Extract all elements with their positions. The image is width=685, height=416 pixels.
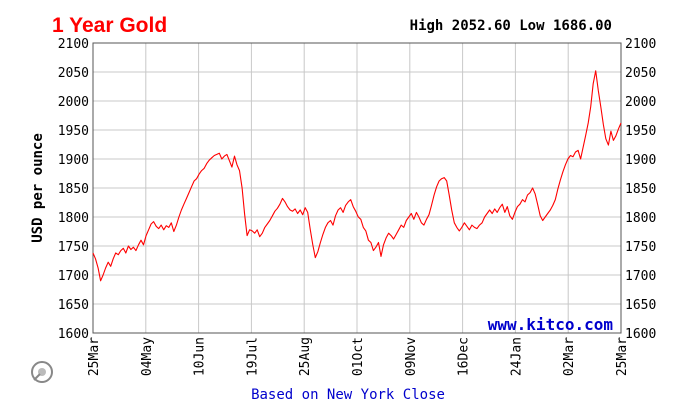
high-low-summary: High 2052.60 Low 1686.00 <box>410 18 612 34</box>
y-tick-label-left: 1950 <box>58 124 89 139</box>
x-tick-label: 25Aug <box>298 337 313 376</box>
y-tick-label-right: 1800 <box>625 211 656 226</box>
y-tick-label-left: 2100 <box>58 37 89 52</box>
high-value: 2052.60 <box>452 18 511 34</box>
x-tick-label: 25Mar <box>615 337 630 376</box>
y-tick-label-left: 1700 <box>58 269 89 284</box>
y-tick-label-right: 1900 <box>625 153 656 168</box>
y-axis-label: USD per ounce <box>30 133 46 243</box>
x-tick-label: 01Oct <box>351 337 366 376</box>
high-label: High <box>410 18 444 34</box>
y-tick-label-right: 2100 <box>625 37 656 52</box>
x-tick-label: 09Nov <box>404 337 419 376</box>
chart-title: 1 Year Gold <box>52 14 167 37</box>
y-tick-label-left: 2050 <box>58 66 89 81</box>
x-tick-label: 02Mar <box>562 337 577 376</box>
y-tick-label-left: 1900 <box>58 153 89 168</box>
y-axis-right: 1600 1650 1700 1750 1800 1850 1900 1950 2000 2050… <box>625 37 656 342</box>
x-tick-label: 16Dec <box>457 337 472 376</box>
low-value: 1686.00 <box>553 18 612 34</box>
x-axis: 25Mar 04May 10Jun 19Jul 25Aug 01Oct 09Nov 16Dec… <box>87 337 630 376</box>
x-tick-label: 10Jun <box>193 337 208 376</box>
y-tick-label-right: 2050 <box>625 66 656 81</box>
y-tick-label-left: 1650 <box>58 298 89 313</box>
low-label: Low <box>519 18 545 34</box>
y-tick-label-left: 2000 <box>58 95 89 110</box>
footer-note: Based on New York Close <box>251 387 445 403</box>
y-tick-label-right: 1750 <box>625 240 656 255</box>
price-line <box>92 70 622 282</box>
y-tick-label-left: 1750 <box>58 240 89 255</box>
x-tick-label: 04May <box>140 337 155 376</box>
x-tick-label: 19Jul <box>245 337 260 376</box>
plot-frame <box>92 42 622 334</box>
y-tick-label-right: 1650 <box>625 298 656 313</box>
y-tick-label-right: 1700 <box>625 269 656 284</box>
grid <box>93 43 621 333</box>
y-tick-label-right: 2000 <box>625 95 656 110</box>
corner-logo-icon <box>31 361 53 383</box>
y-axis-left: 1600 1650 1700 1750 1800 1850 1900 1950 2000 2050… <box>58 37 89 342</box>
x-tick-label: 24Jan <box>509 337 524 376</box>
y-tick-label-right: 1850 <box>625 182 656 197</box>
y-tick-label-left: 1600 <box>58 327 89 342</box>
x-tick-label: 25Mar <box>87 337 102 376</box>
y-tick-label-right: 1950 <box>625 124 656 139</box>
y-tick-label-left: 1800 <box>58 211 89 226</box>
y-tick-label-left: 1850 <box>58 182 89 197</box>
watermark-kitco[interactable]: www.kitco.com <box>488 315 614 334</box>
y-tick-label-right: 1600 <box>625 327 656 342</box>
